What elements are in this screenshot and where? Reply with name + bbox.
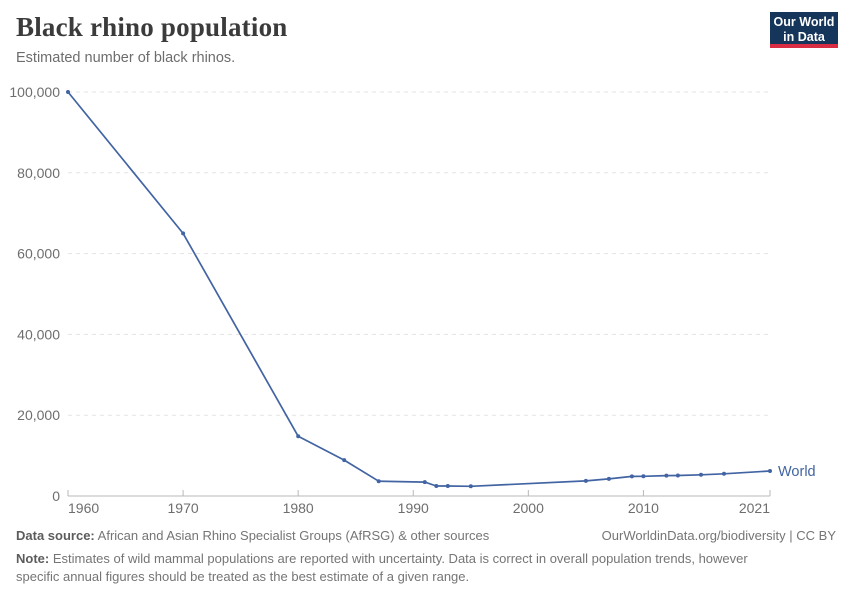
data-source: Data source: African and Asian Rhino Spe…	[16, 527, 489, 545]
citation-link[interactable]: OurWorldinData.org/biodiversity | CC BY	[601, 528, 836, 543]
owid-logo-line2: in Data	[783, 29, 825, 44]
x-tick-label: 2021	[739, 500, 770, 516]
x-tick-label: 2010	[628, 500, 659, 516]
data-point[interactable]	[606, 476, 611, 481]
series-line-world[interactable]	[67, 91, 771, 488]
data-point[interactable]	[181, 231, 186, 236]
data-point[interactable]	[583, 478, 588, 483]
y-tick-label: 40,000	[17, 326, 60, 342]
chart-subtitle: Estimated number of black rhinos.	[16, 50, 236, 66]
data-point[interactable]	[699, 472, 703, 477]
owid-logo-line1: Our World	[773, 15, 835, 29]
y-tick-label: 80,000	[17, 165, 60, 181]
x-tick-label: 1960	[68, 500, 99, 516]
data-point[interactable]	[66, 90, 70, 94]
chart-footer: Data source: African and Asian Rhino Spe…	[16, 527, 836, 587]
chart-title: Black rhino population	[16, 12, 288, 42]
note-text: Estimates of wild mammal populations are…	[16, 551, 748, 585]
owid-logo: Our World in Data	[770, 12, 838, 48]
y-tick-label: 60,000	[17, 246, 60, 262]
data-source-text: African and Asian Rhino Specialist Group…	[97, 528, 490, 543]
chart-note: Note: Estimates of wild mammal populatio…	[16, 550, 764, 586]
data-point[interactable]	[422, 480, 427, 485]
data-source-label: Data source:	[16, 528, 95, 543]
x-tick-label: 2000	[513, 500, 544, 516]
data-point[interactable]	[641, 474, 646, 479]
data-point[interactable]	[722, 471, 726, 476]
data-point[interactable]	[675, 473, 680, 478]
data-point[interactable]	[296, 434, 301, 439]
series-label-world[interactable]: World	[778, 464, 816, 480]
y-tick-label: 0	[52, 488, 60, 504]
data-point[interactable]	[376, 479, 381, 484]
data-point[interactable]	[445, 484, 450, 488]
data-point[interactable]	[468, 484, 473, 489]
note-label: Note:	[16, 551, 50, 567]
data-point[interactable]	[342, 458, 347, 463]
y-tick-label: 100,000	[9, 84, 60, 100]
x-tick-label: 1980	[283, 500, 314, 516]
x-tick-label: 1990	[398, 500, 429, 516]
data-point[interactable]	[768, 469, 772, 473]
data-point[interactable]	[664, 473, 669, 478]
source-row: Data source: African and Asian Rhino Spe…	[16, 527, 836, 545]
y-tick-label: 20,000	[17, 407, 60, 423]
data-point[interactable]	[629, 474, 634, 479]
data-point[interactable]	[434, 484, 439, 488]
x-tick-label: 1970	[168, 500, 199, 516]
